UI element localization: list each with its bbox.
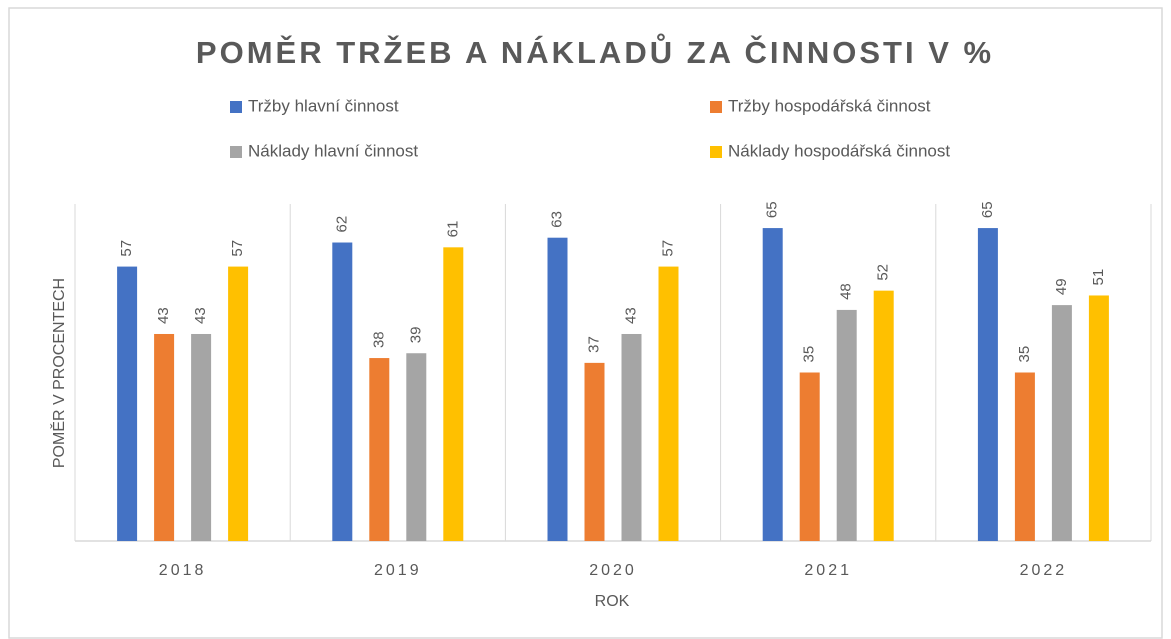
legend-swatch bbox=[230, 146, 242, 158]
legend-swatch bbox=[710, 146, 722, 158]
data-label: 35 bbox=[801, 346, 818, 363]
data-label: 65 bbox=[764, 201, 781, 218]
data-label: 62 bbox=[333, 216, 350, 233]
bar bbox=[799, 372, 820, 541]
legend-label: Tržby hlavní činnost bbox=[248, 96, 399, 115]
bar bbox=[332, 242, 353, 541]
data-label: 35 bbox=[1016, 346, 1033, 363]
bar bbox=[443, 247, 464, 542]
data-label: 37 bbox=[585, 336, 602, 353]
bar bbox=[154, 333, 175, 541]
legend-swatch bbox=[710, 101, 722, 113]
bar bbox=[584, 362, 605, 541]
data-label: 51 bbox=[1090, 269, 1107, 286]
bar bbox=[1014, 372, 1035, 541]
data-label: 52 bbox=[875, 264, 892, 281]
legend-swatch bbox=[230, 101, 242, 113]
bar bbox=[621, 333, 642, 541]
bar bbox=[762, 228, 783, 542]
bar bbox=[547, 237, 568, 541]
bar bbox=[117, 266, 138, 541]
y-axis-label: POMĚR V PROCENTECH bbox=[49, 278, 68, 468]
data-label: 57 bbox=[118, 240, 135, 257]
data-label: 57 bbox=[229, 240, 246, 257]
data-label: 48 bbox=[838, 283, 855, 300]
bar bbox=[873, 290, 894, 541]
bar bbox=[658, 266, 679, 541]
data-label: 38 bbox=[370, 331, 387, 348]
bar bbox=[977, 228, 998, 542]
bar bbox=[369, 358, 390, 541]
data-label: 39 bbox=[407, 327, 424, 344]
data-label: 43 bbox=[622, 307, 639, 324]
data-label: 49 bbox=[1053, 278, 1070, 295]
x-tick-label: 2021 bbox=[804, 562, 852, 579]
data-label: 43 bbox=[192, 307, 209, 324]
bar bbox=[228, 266, 249, 541]
x-tick-label: 2020 bbox=[589, 562, 637, 579]
bar bbox=[1088, 295, 1109, 541]
bar bbox=[1051, 305, 1072, 541]
data-label: 61 bbox=[444, 221, 461, 238]
data-label: 57 bbox=[659, 240, 676, 257]
x-axis-label: ROK bbox=[595, 593, 630, 610]
bar bbox=[406, 353, 427, 541]
x-tick-label: 2022 bbox=[1020, 562, 1068, 579]
legend-label: Náklady hlavní činnost bbox=[248, 141, 418, 160]
data-label: 63 bbox=[548, 211, 565, 228]
legend-label: Tržby hospodářská činnost bbox=[728, 96, 931, 115]
bar bbox=[836, 309, 857, 541]
x-tick-label: 2019 bbox=[374, 562, 422, 579]
x-tick-label: 2018 bbox=[159, 562, 207, 579]
chart-title: POMĚR TRŽEB A NÁKLADŮ ZA ČINNOSTI V % bbox=[196, 32, 994, 70]
bar bbox=[191, 333, 212, 541]
data-label: 65 bbox=[979, 201, 996, 218]
data-label: 43 bbox=[155, 307, 172, 324]
legend-label: Náklady hospodářská činnost bbox=[728, 141, 950, 160]
